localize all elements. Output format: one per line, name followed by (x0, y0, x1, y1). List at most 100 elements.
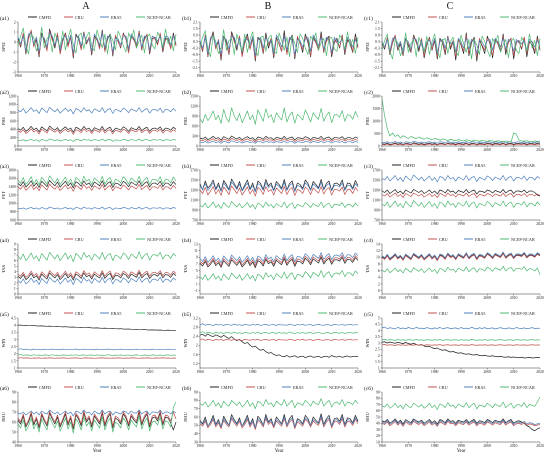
x-tick-label: 1970 (41, 296, 49, 300)
series-line-era5 (17, 348, 176, 351)
x-tick-label: 2010 (146, 74, 154, 78)
x-tick-label: 1970 (405, 148, 413, 152)
y-tick-label: 3 (196, 276, 198, 280)
series-line-cmfd (199, 135, 359, 141)
y-tick-label: 80 (194, 399, 198, 403)
y-tick-label: 800 (10, 111, 16, 115)
x-tick-label: 1960 (378, 296, 386, 300)
x-tick-label: 1980 (431, 222, 439, 226)
x-tick-label: 1980 (249, 148, 257, 152)
series-line-era5 (17, 32, 177, 54)
y-tick-label: 1.5 (11, 359, 16, 363)
legend-label: CMFD (403, 311, 415, 316)
x-tick-label: 1980 (67, 370, 75, 374)
series-line-cru (381, 143, 541, 146)
legend-label: ERA5 (293, 163, 303, 168)
legend-label: ERA5 (111, 237, 121, 242)
panel-b6: (b6) CMFD CRU ERA5 NCEP-NCAR RHU 90 80 70 60 50 40 3… (182, 385, 362, 454)
y-tick-label: 300 (192, 134, 198, 138)
x-tick-label: 2020 (536, 74, 544, 78)
y-tick-label: 1300 (372, 188, 380, 192)
panel-b5: (b5) CMFD CRU ERA5 NCEP-NCAR WIN 3.2 2.8 2.4 2 1.6… (182, 311, 362, 374)
x-tick-label: 2020 (354, 148, 362, 152)
x-axis-label: Year (275, 449, 284, 454)
panel-label: (b1) (182, 15, 191, 22)
legend-label: CMFD (403, 385, 415, 390)
y-tick-label: 14 (376, 242, 380, 246)
y-tick-label: 2 (14, 20, 16, 24)
legend-label: CMFD (221, 163, 233, 168)
y-tick-label: 9 (196, 256, 198, 260)
legend-label: NCEP-NCAR (329, 163, 353, 168)
panel-label: (a2) (0, 89, 9, 96)
panel-label: (c5) (364, 311, 373, 318)
y-tick-label: 0 (196, 144, 198, 148)
x-tick-label: 1970 (405, 370, 413, 374)
series-line-ncep-ncar (381, 338, 540, 341)
legend-label: CRU (257, 237, 266, 242)
series-line-cmfd (199, 333, 359, 358)
legend-label: CRU (75, 89, 84, 94)
panel-c1: (c1) CMFD CRU ERA5 NCEP-NCAR SPEI 2.1 1.5 0.9 0.3… (364, 15, 544, 78)
x-tick-label: 1990 (457, 370, 465, 374)
y-tick-label: 2 (14, 352, 16, 356)
legend-label: CMFD (221, 385, 233, 390)
panel-c5: (c5) CMFD CRU ERA5 NCEP-NCAR WIN 5 4.5 4 3.5 3 2.5 2… (364, 311, 544, 374)
x-tick-label: 1970 (223, 370, 231, 374)
x-tick-label: 1970 (41, 148, 49, 152)
y-tick-label: 80 (376, 397, 380, 401)
x-tick-label: 1960 (14, 444, 22, 448)
x-tick-label: 1970 (41, 370, 49, 374)
y-tick-label: 600 (192, 124, 198, 128)
series-line-cru (17, 183, 177, 192)
y-tick-label: 1 (14, 287, 16, 291)
y-axis-label: TAS (1, 264, 6, 273)
series-line-cru (199, 185, 359, 197)
y-tick-label: 700 (192, 218, 198, 222)
y-axis-label: TAS (183, 264, 188, 273)
y-tick-label: 1.2 (193, 362, 198, 366)
legend-label: CMFD (221, 237, 233, 242)
x-tick-label: 2020 (172, 370, 180, 374)
series-line-cru (199, 338, 358, 342)
y-tick-label: 2.5 (11, 345, 16, 349)
x-tick-label: 1990 (275, 222, 283, 226)
x-tick-label: 1970 (223, 222, 231, 226)
x-tick-label: 1990 (93, 296, 101, 300)
series-line-ncep-ncar (381, 98, 541, 143)
x-tick-label: 2020 (536, 222, 544, 226)
y-tick-label: 3.5 (375, 335, 380, 339)
x-tick-label: 2000 (484, 444, 492, 448)
panel-label: (b3) (182, 163, 191, 170)
x-tick-label: 2000 (120, 222, 128, 226)
y-tick-label: 1500 (372, 107, 380, 111)
series-line-cmfd (381, 32, 541, 62)
x-tick-label: 2020 (354, 296, 362, 300)
y-tick-label: 6 (378, 269, 380, 273)
x-tick-label: 1960 (196, 222, 204, 226)
x-tick-label: 1970 (405, 296, 413, 300)
legend-label: ERA5 (475, 89, 485, 94)
series-line-cmfd (381, 252, 541, 261)
series-line-cmfd (199, 256, 359, 269)
legend-label: CRU (257, 385, 266, 390)
series-line-era5 (381, 326, 540, 330)
x-tick-label: 2020 (172, 222, 180, 226)
series-line-era5 (381, 36, 541, 54)
y-axis-label: PRE (365, 117, 370, 126)
legend-label: CRU (75, 15, 84, 20)
x-tick-label: 2010 (510, 222, 518, 226)
y-tick-label: 50 (194, 424, 198, 428)
y-tick-label: 4 (14, 270, 16, 274)
x-tick-label: 2020 (172, 74, 180, 78)
y-tick-label: 1000 (8, 202, 16, 206)
x-tick-label: 2000 (120, 296, 128, 300)
x-tick-label: 2020 (172, 296, 180, 300)
legend-label: CMFD (39, 311, 51, 316)
x-tick-label: 2020 (172, 444, 180, 448)
x-tick-label: 2010 (510, 370, 518, 374)
panel-label: (a3) (0, 163, 9, 170)
x-tick-label: 1990 (93, 370, 101, 374)
x-tick-label: 2010 (146, 370, 154, 374)
panel-a4: (a4) CMFD CRU ERA5 NCEP-NCARTAS9876543210196… (0, 237, 180, 300)
